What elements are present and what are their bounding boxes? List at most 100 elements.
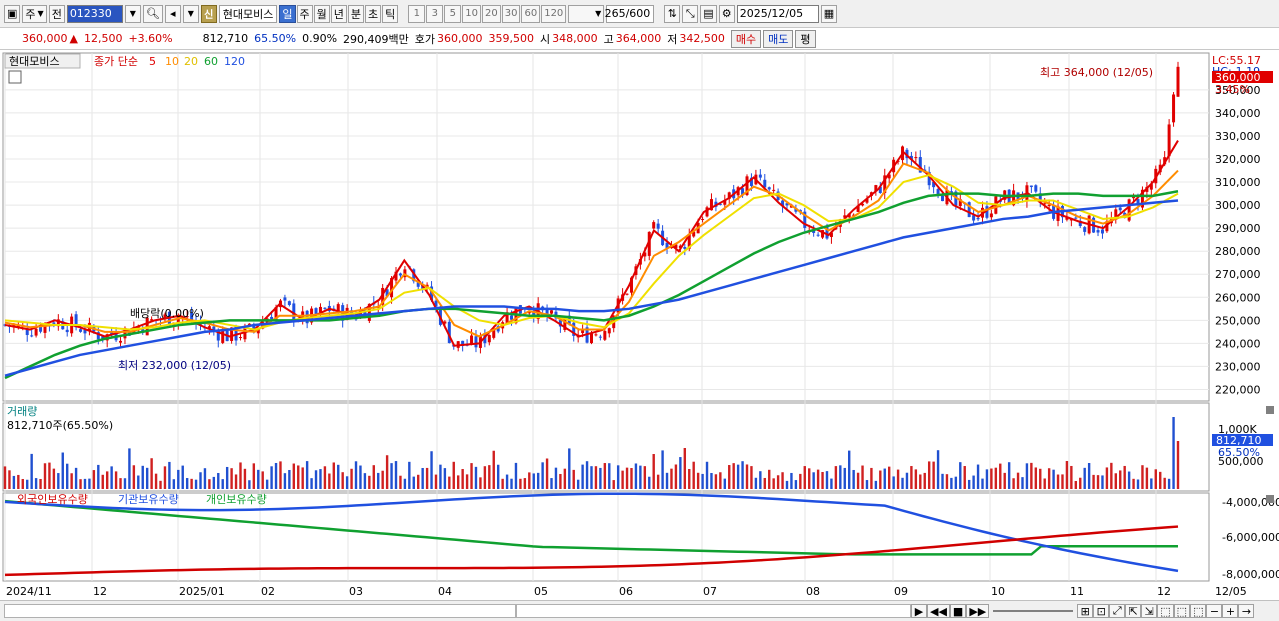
candle-body-243 [1083,227,1087,232]
layout-icon[interactable]: ▣ [4,4,21,23]
play-icon[interactable]: ▶ [911,604,927,618]
volume-bar-166 [741,461,744,489]
type-select[interactable]: 주 ▼ [22,4,47,23]
candle-body-3 [16,324,20,328]
volume-bar-28 [128,448,131,489]
volume-bar-203 [905,472,909,489]
volume-bar-129 [576,479,580,489]
volume-bar-230 [1025,463,1029,489]
interval-60-button[interactable]: 60 [521,4,541,23]
gear-icon[interactable]: ⚙ [718,4,735,23]
interval-20-button[interactable]: 20 [482,4,501,23]
save-icon[interactable]: ▤ [700,4,717,23]
candle-body-185 [825,226,829,239]
period-0-button[interactable]: 일 [279,4,296,23]
table-icon[interactable] [8,70,22,84]
stock-chart-svg[interactable]: 350,000 340,000 330,000 320,000 310,000 300,0… [0,51,1279,600]
volume-bar-256 [1141,465,1144,489]
interval-dropdown[interactable]: ▼ [568,4,605,23]
volume-close-icon[interactable] [1266,406,1274,414]
volume-bar-27 [123,478,127,489]
tool-icon-2[interactable]: ⊡ [1093,604,1110,618]
candle-body-157 [701,218,705,220]
volume-bar-219 [976,464,980,489]
interval-120-button[interactable]: 120 [541,4,567,23]
volume-bar-94 [421,467,424,489]
period-4-button[interactable]: 분 [347,4,365,23]
code-dropdown-icon[interactable]: ▼ [124,4,141,23]
draw-icon[interactable]: ⤡ [682,4,699,23]
tool-icon-8[interactable]: ⬚ [1190,604,1207,618]
interval-1-button[interactable]: 1 [408,4,426,23]
volume-bar-231 [1030,462,1033,489]
price-y-tick-6: 290,000 [1215,222,1261,235]
speaker-icon[interactable]: ◂ [164,4,181,23]
candle-body-123 [550,310,554,314]
forward-icon[interactable]: ▶▶ [966,604,990,618]
tool-icon-1[interactable]: ⊞ [1077,604,1094,618]
tool-icon-7[interactable]: ⬚ [1173,604,1191,618]
interval-3-button[interactable]: 3 [426,4,444,23]
period-1-button[interactable]: 주 [296,4,313,23]
volume-bar-25 [114,471,118,489]
tool-icon-3[interactable]: ⤢ [1109,604,1126,618]
zoom-out-icon[interactable]: − [1206,604,1223,618]
volume-bar-24 [110,466,113,489]
scrollbar[interactable] [516,604,911,618]
volume-bar-128 [572,469,575,489]
prev-button[interactable]: 전 [48,4,65,23]
calendar-icon[interactable]: ▦ [820,4,838,23]
candle-body-118 [527,311,531,314]
volume-bar-67 [301,467,304,489]
interval-5-button[interactable]: 5 [444,4,462,23]
zoom-slider[interactable] [993,610,1074,612]
period-6-button[interactable]: 틱 [382,4,399,23]
shin-badge[interactable]: 신 [200,4,217,23]
interval-10-button[interactable]: 10 [462,4,481,23]
candle-body-163 [727,192,731,199]
scroll-right-icon[interactable]: → [1238,604,1255,618]
volume-bar-177 [790,472,793,489]
buy-button[interactable]: 매수 [730,29,762,48]
price-y-tick-10: 250,000 [1215,314,1261,327]
rewind-icon[interactable]: ◀◀ [927,604,950,618]
eval-button[interactable]: 평 [795,29,816,48]
volume-bar-191 [852,469,855,489]
volume-y-tick-2: 500,000 [1218,455,1264,468]
period-2-button[interactable]: 월 [313,4,330,23]
interval-30-button[interactable]: 30 [501,4,521,23]
volume-bar-175 [781,472,784,489]
candle-body-82 [367,303,371,321]
ma-10-label: 10 [165,55,179,68]
candle-body-155 [692,231,696,237]
x-tick-5: 04 [438,585,452,598]
volume-bar-239 [1065,461,1069,489]
candle-body-57 [256,328,260,334]
chart-area[interactable]: 350,000 340,000 330,000 320,000 310,000 300,0… [0,51,1279,621]
holdings-close-icon[interactable] [1266,495,1274,503]
count-input[interactable]: 265/600 [605,4,655,23]
speaker-dropdown-icon[interactable]: ▼ [182,4,199,23]
volume-bar-238 [1061,474,1064,489]
stop-icon[interactable]: ■ [949,604,967,618]
search-icon[interactable]: 🔍︎ [142,4,163,23]
sell-button[interactable]: 매도 [763,29,794,48]
zoom-in-icon[interactable]: + [1222,604,1239,618]
candle-body-161 [718,203,722,205]
candle-body-17 [79,329,83,332]
volume-bar-143 [639,465,642,489]
tool-icon-6[interactable]: ⬚ [1157,604,1174,618]
stock-code-input[interactable]: 012330 [66,4,123,23]
date-input[interactable]: 2025/12/05 [736,4,819,23]
period-5-button[interactable]: 초 [365,4,382,23]
period-3-button[interactable]: 년 [330,4,347,23]
tool-icon-4[interactable]: ⇱ [1125,604,1142,618]
indicator-icon[interactable]: ⇅ [664,4,681,23]
volume-bar-107 [479,477,482,489]
tool-icon-5[interactable]: ⇲ [1141,604,1158,618]
candle-body-122 [545,308,549,317]
volume-bar-87 [390,463,393,489]
scroll-track-left[interactable] [4,604,516,618]
volume-bar-254 [1132,478,1135,489]
stock-name-box[interactable]: 현대모비스 [218,4,278,23]
